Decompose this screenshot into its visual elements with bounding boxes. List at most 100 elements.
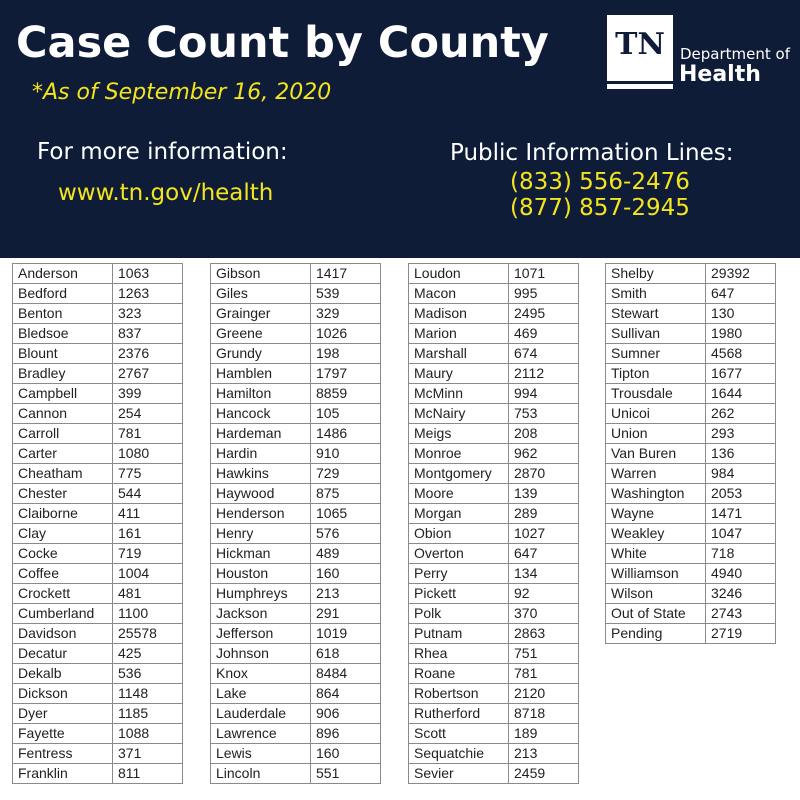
case-count: 544 bbox=[112, 483, 183, 504]
case-count: 781 bbox=[508, 663, 579, 684]
county-name: Clay bbox=[12, 523, 113, 544]
county-name: Polk bbox=[408, 603, 509, 624]
case-count: 105 bbox=[310, 403, 381, 424]
table-row: Putnam 2863 bbox=[408, 623, 579, 644]
county-name: Sumner bbox=[605, 343, 706, 364]
county-name: Sullivan bbox=[605, 323, 706, 344]
county-name: Hardeman bbox=[210, 423, 311, 444]
county-name: Smith bbox=[605, 283, 706, 304]
county-name: Lewis bbox=[210, 743, 311, 764]
county-name: Lake bbox=[210, 683, 311, 704]
table-row: Pickett 92 bbox=[408, 583, 579, 604]
table-row: Gibson 1417 bbox=[210, 263, 381, 284]
county-name: Decatur bbox=[12, 643, 113, 664]
case-count: 718 bbox=[705, 543, 776, 564]
table-row: Rutherford 8718 bbox=[408, 703, 579, 724]
case-count: 753 bbox=[508, 403, 579, 424]
county-name: Anderson bbox=[12, 263, 113, 284]
more-info-label: For more information: bbox=[37, 139, 288, 165]
table-row: McNairy 753 bbox=[408, 403, 579, 424]
county-name: Pickett bbox=[408, 583, 509, 604]
page-title: Case Count by County bbox=[16, 18, 549, 68]
county-name: Henry bbox=[210, 523, 311, 544]
case-count: 576 bbox=[310, 523, 381, 544]
county-name: Benton bbox=[12, 303, 113, 324]
case-count: 2053 bbox=[705, 483, 776, 504]
table-row: Rhea 751 bbox=[408, 643, 579, 664]
header-banner: Case Count by County *As of September 16… bbox=[0, 0, 800, 258]
table-row: Scott 189 bbox=[408, 723, 579, 744]
table-row: Hickman 489 bbox=[210, 543, 381, 564]
county-name: Gibson bbox=[210, 263, 311, 284]
case-count: 411 bbox=[112, 503, 183, 524]
table-row: Decatur 425 bbox=[12, 643, 183, 664]
table-row: Fayette 1088 bbox=[12, 723, 183, 744]
table-row: Hardeman 1486 bbox=[210, 423, 381, 444]
table-row: Roane 781 bbox=[408, 663, 579, 684]
table-row: Lawrence 896 bbox=[210, 723, 381, 744]
county-name: Giles bbox=[210, 283, 311, 304]
table-row: Smith 647 bbox=[605, 283, 776, 304]
county-name: Williamson bbox=[605, 563, 706, 584]
table-row: Polk 370 bbox=[408, 603, 579, 624]
case-count: 1100 bbox=[112, 603, 183, 624]
table-row: Morgan 289 bbox=[408, 503, 579, 524]
table-row: Sullivan 1980 bbox=[605, 323, 776, 344]
table-row: Knox 8484 bbox=[210, 663, 381, 684]
county-table-column-2: Gibson 1417 Giles 539 Grainger 329 Greene 1026 G… bbox=[210, 263, 381, 784]
county-name: Bradley bbox=[12, 363, 113, 384]
case-count: 1486 bbox=[310, 423, 381, 444]
case-count: 910 bbox=[310, 443, 381, 464]
county-name: Chester bbox=[12, 483, 113, 504]
county-name: Trousdale bbox=[605, 383, 706, 404]
county-name: Union bbox=[605, 423, 706, 444]
table-row: Obion 1027 bbox=[408, 523, 579, 544]
case-count: 130 bbox=[705, 303, 776, 324]
county-name: Warren bbox=[605, 463, 706, 484]
case-count: 198 bbox=[310, 343, 381, 364]
county-name: Carter bbox=[12, 443, 113, 464]
county-name: Scott bbox=[408, 723, 509, 744]
table-row: Marshall 674 bbox=[408, 343, 579, 364]
case-count: 2120 bbox=[508, 683, 579, 704]
county-name: Davidson bbox=[12, 623, 113, 644]
logo-department-text: Department of bbox=[680, 45, 790, 63]
case-count: 1004 bbox=[112, 563, 183, 584]
county-name: McNairy bbox=[408, 403, 509, 424]
county-name: Weakley bbox=[605, 523, 706, 544]
table-row: Anderson 1063 bbox=[12, 263, 183, 284]
table-row: Out of State 2743 bbox=[605, 603, 776, 624]
table-row: Perry 134 bbox=[408, 563, 579, 584]
as-of-date: *As of September 16, 2020 bbox=[32, 80, 332, 105]
table-row: Grundy 198 bbox=[210, 343, 381, 364]
case-count: 208 bbox=[508, 423, 579, 444]
case-count: 781 bbox=[112, 423, 183, 444]
table-row: Wayne 1471 bbox=[605, 503, 776, 524]
county-name: Hawkins bbox=[210, 463, 311, 484]
case-count: 719 bbox=[112, 543, 183, 564]
case-count: 2863 bbox=[508, 623, 579, 644]
county-name: Dekalb bbox=[12, 663, 113, 684]
case-count: 837 bbox=[112, 323, 183, 344]
logo-health-text: Health bbox=[679, 62, 761, 87]
case-count: 875 bbox=[310, 483, 381, 504]
case-count: 481 bbox=[112, 583, 183, 604]
county-name: Franklin bbox=[12, 763, 113, 784]
table-row: Cumberland 1100 bbox=[12, 603, 183, 624]
table-row: Fentress 371 bbox=[12, 743, 183, 764]
county-name: Cannon bbox=[12, 403, 113, 424]
case-count: 674 bbox=[508, 343, 579, 364]
county-name: Loudon bbox=[408, 263, 509, 284]
more-info-link[interactable]: www.tn.gov/health bbox=[58, 180, 274, 206]
county-name: Campbell bbox=[12, 383, 113, 404]
table-row: Sumner 4568 bbox=[605, 343, 776, 364]
case-count: 984 bbox=[705, 463, 776, 484]
table-row: Weakley 1047 bbox=[605, 523, 776, 544]
table-row: Giles 539 bbox=[210, 283, 381, 304]
table-row: Washington 2053 bbox=[605, 483, 776, 504]
table-row: Madison 2495 bbox=[408, 303, 579, 324]
case-count: 2376 bbox=[112, 343, 183, 364]
table-row: Crockett 481 bbox=[12, 583, 183, 604]
county-name: Humphreys bbox=[210, 583, 311, 604]
table-row: Trousdale 1644 bbox=[605, 383, 776, 404]
